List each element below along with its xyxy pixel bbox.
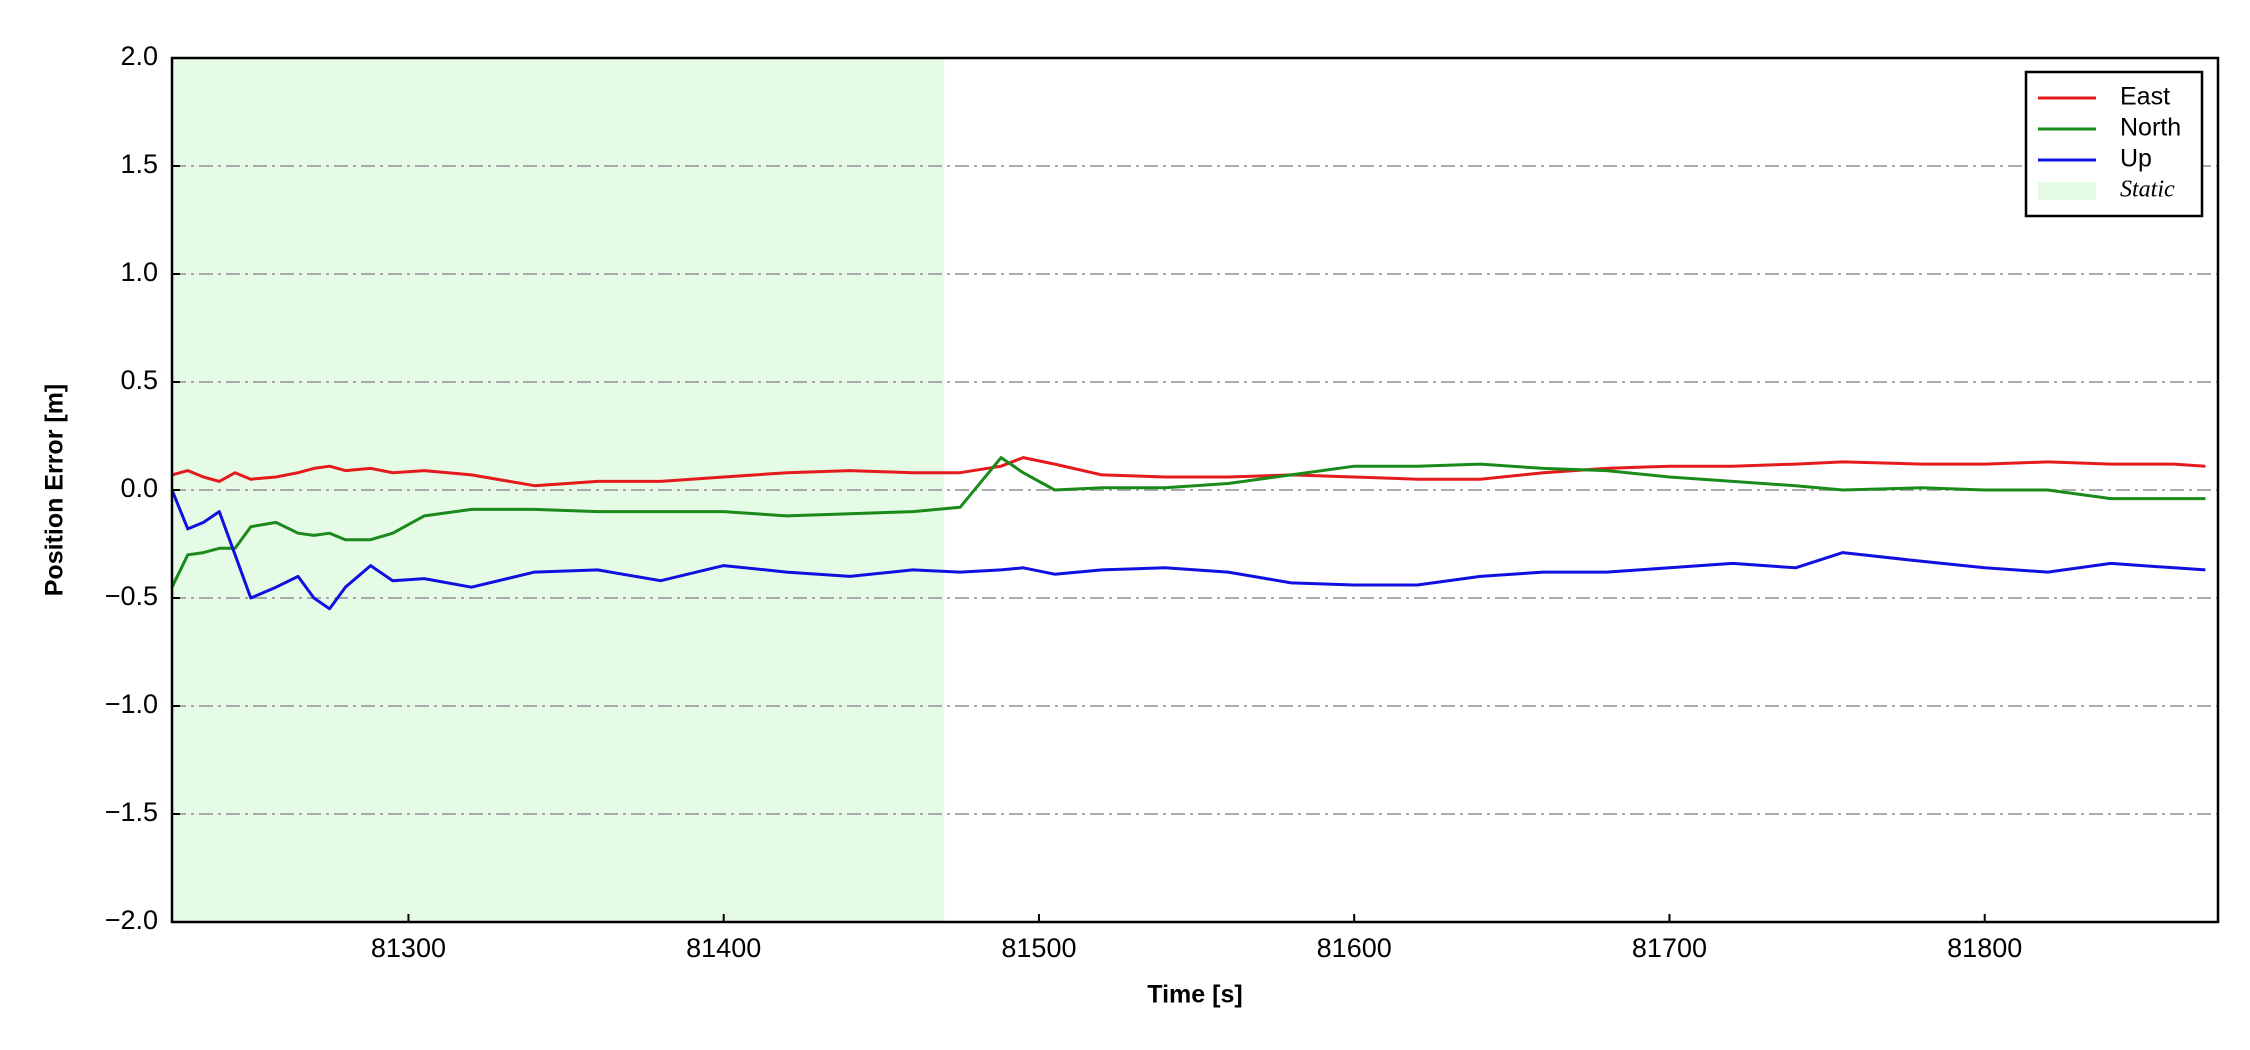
series-line	[170, 456, 2206, 588]
legend-label: North	[2120, 114, 2181, 142]
legend-label: Static	[2120, 177, 2175, 203]
x-tick-label: 81400	[686, 933, 761, 963]
legend-patch	[2038, 182, 2096, 200]
plot-frame	[170, 56, 2220, 924]
y-tick-label: −2.0	[105, 905, 158, 935]
y-tick-label: −0.5	[105, 581, 158, 611]
y-tick-label: 1.0	[120, 257, 158, 287]
y-tick-label: −1.5	[105, 797, 158, 827]
series-line	[170, 489, 2206, 611]
legend-label: Up	[2120, 145, 2152, 173]
y-tick-label: −1.0	[105, 689, 158, 719]
x-axis-label: Time [s]	[1147, 981, 1242, 1009]
x-tick-label: 81800	[1947, 933, 2022, 963]
y-tick-label: 0.5	[120, 365, 158, 395]
y-axis-label: Position Error [m]	[41, 384, 69, 597]
legend-label: East	[2120, 83, 2170, 111]
y-tick-label: 1.5	[120, 149, 158, 179]
x-tick-label: 81500	[1001, 933, 1076, 963]
y-tick-label: 2.0	[120, 41, 158, 71]
x-tick-label: 81300	[371, 933, 446, 963]
series-line	[171, 456, 2206, 488]
y-tick-label: 0.0	[120, 473, 158, 503]
x-tick-label: 81600	[1317, 933, 1392, 963]
x-tick-label: 81700	[1632, 933, 1707, 963]
